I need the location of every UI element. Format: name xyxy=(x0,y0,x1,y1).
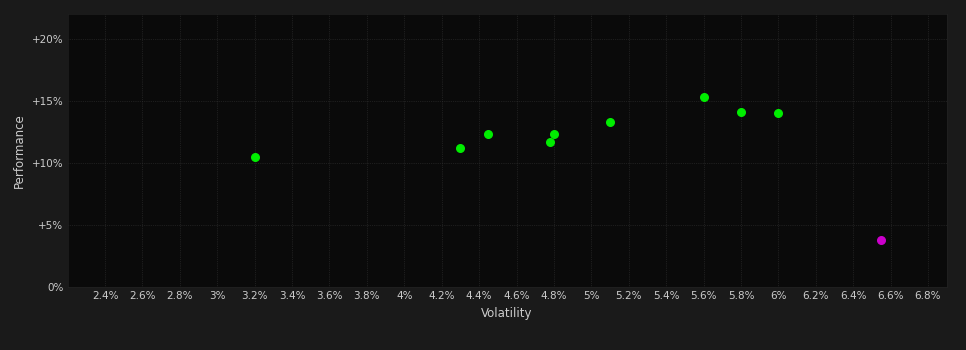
X-axis label: Volatility: Volatility xyxy=(481,307,533,320)
Point xyxy=(873,237,889,243)
Point xyxy=(733,109,749,115)
Point xyxy=(247,154,263,160)
Y-axis label: Performance: Performance xyxy=(14,113,26,188)
Point xyxy=(543,139,558,145)
Point xyxy=(546,132,561,137)
Point xyxy=(602,119,617,125)
Point xyxy=(771,111,786,116)
Point xyxy=(481,132,497,137)
Point xyxy=(453,145,469,151)
Point xyxy=(696,94,711,100)
